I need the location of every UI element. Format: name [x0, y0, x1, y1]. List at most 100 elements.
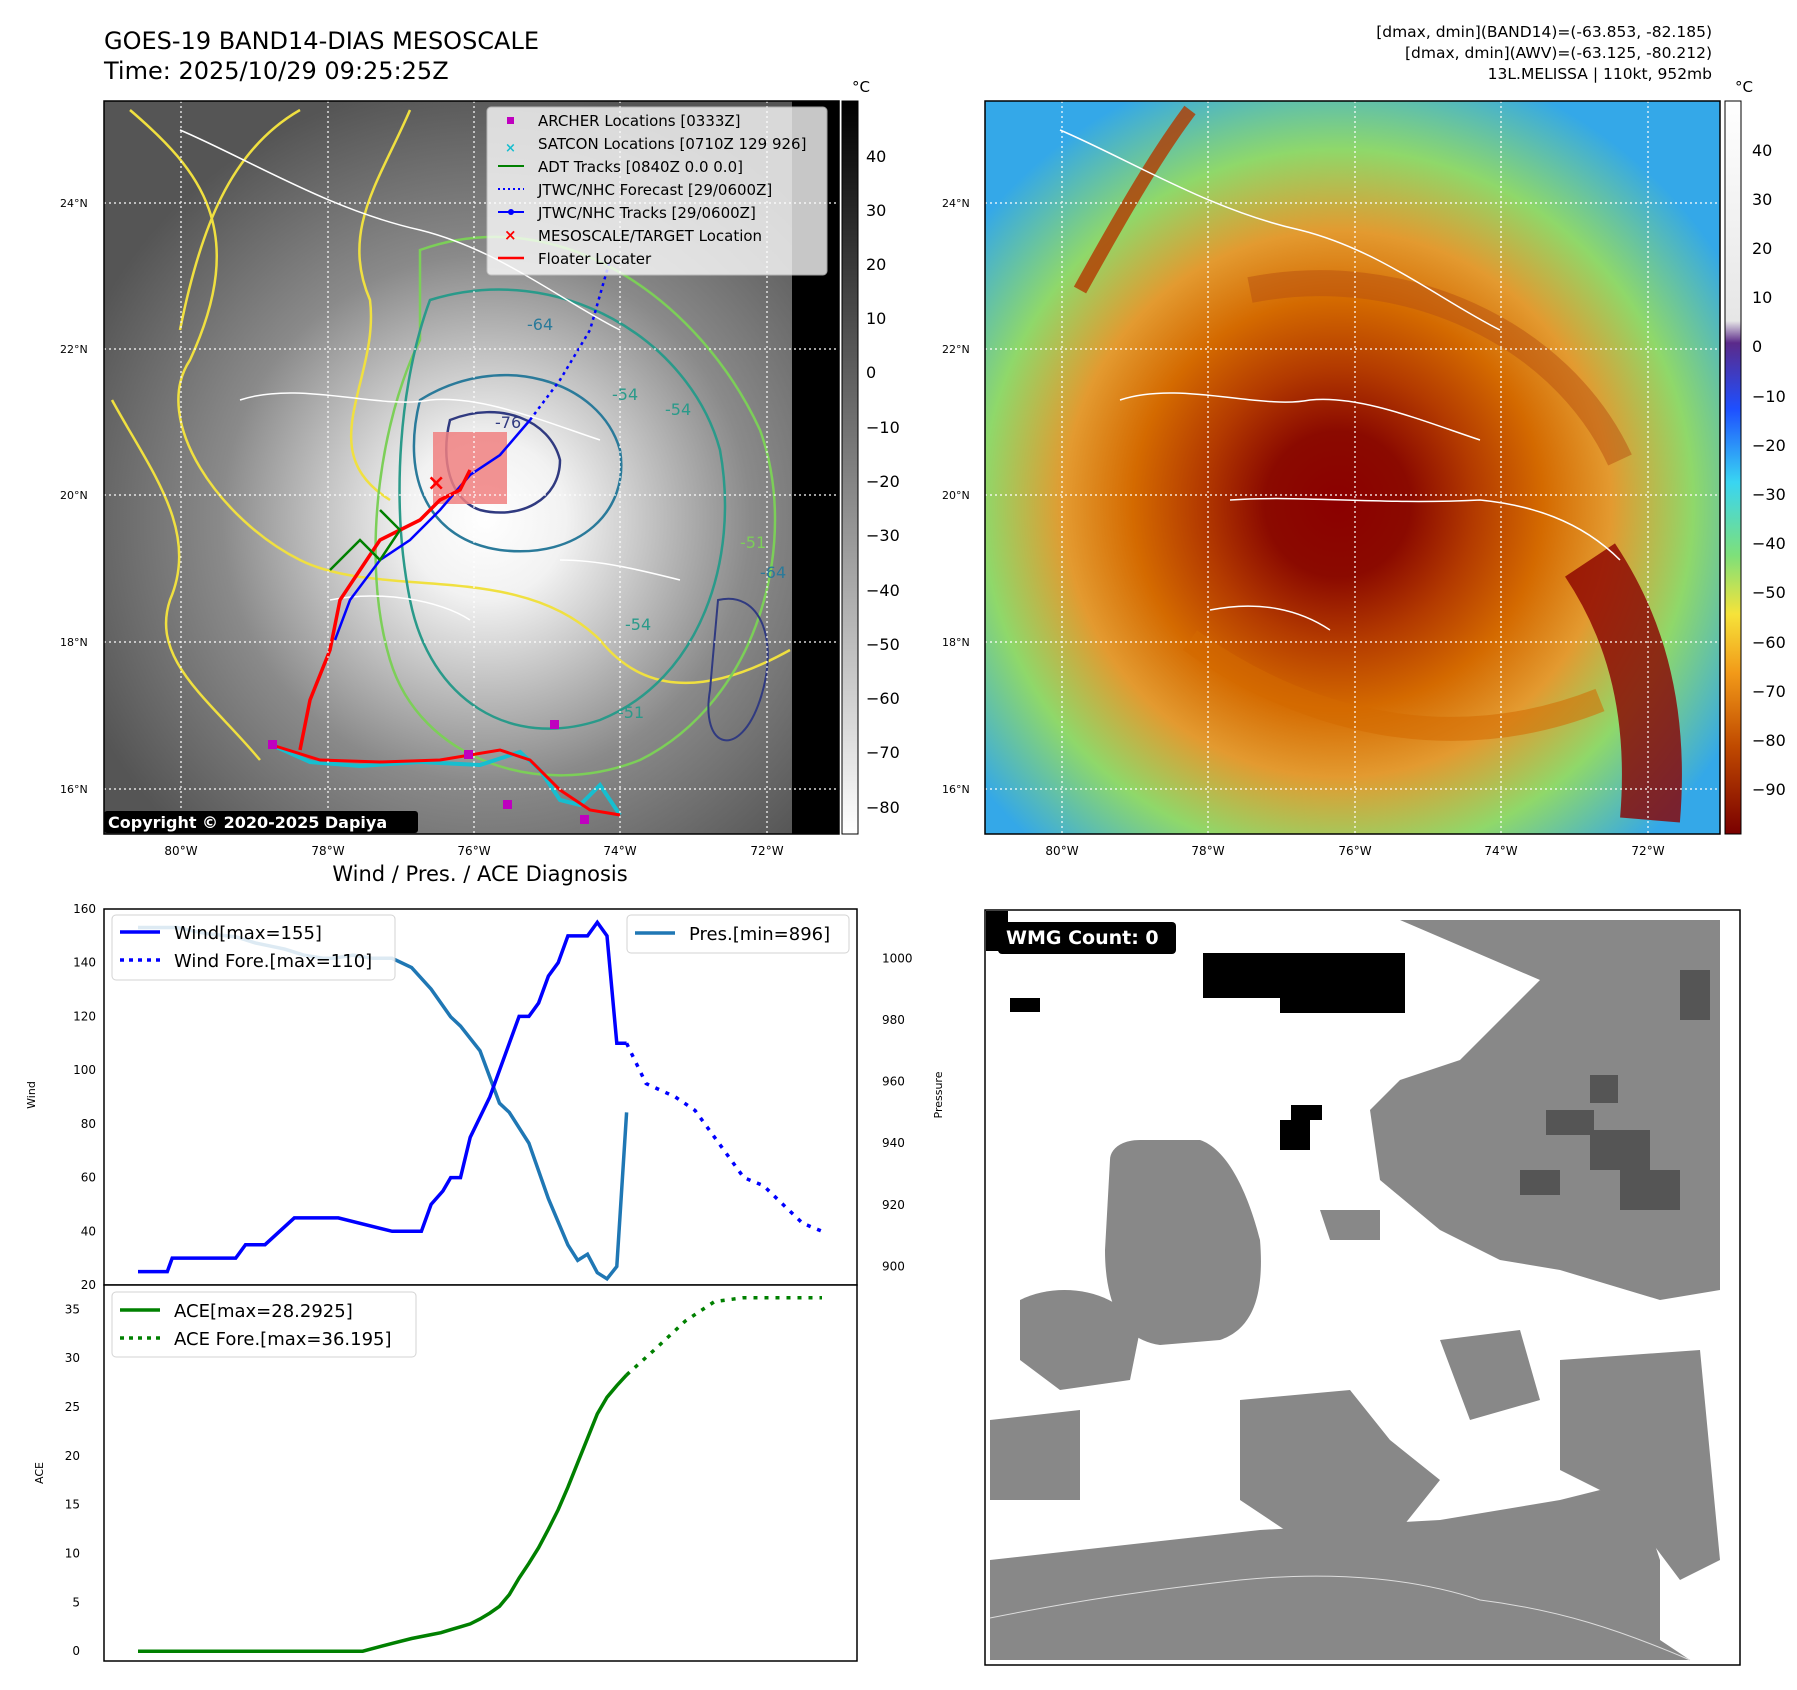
colorbar-unit: °C: [852, 78, 870, 96]
colorbar-tick: 30: [1752, 190, 1772, 209]
lat-label: 16°N: [942, 783, 970, 796]
lon-label: 72°W: [1631, 844, 1664, 858]
lat-label: 24°N: [60, 197, 88, 210]
contour-label: -54: [612, 385, 638, 404]
ace-legend: ACE[max=28.2925] ACE Fore.[max=36.195]: [111, 1291, 417, 1358]
ace-line: [138, 1373, 628, 1653]
wind-y-tick: 20: [81, 1278, 96, 1292]
lat-label: 24°N: [942, 197, 970, 210]
lon-label: 76°W: [457, 844, 490, 858]
wind-y-ticks: 160 140 120 100 80 60 40 20: [73, 902, 96, 1292]
colorbar-tick: −30: [1752, 485, 1786, 504]
storm-info: [dmax, dmin](BAND14)=(-63.853, -82.185) …: [1376, 22, 1712, 85]
lat-label: 20°N: [60, 489, 88, 502]
colorbar-tick: −70: [1752, 682, 1786, 701]
ace-y-ticks: 35 30 25 20 15 10 5 0: [65, 1302, 80, 1658]
wind-y-tick: 80: [81, 1117, 96, 1131]
colorbar-tick: 0: [1752, 337, 1762, 356]
left-map-lat-labels: 24°N 22°N 20°N 18°N 16°N: [60, 197, 88, 796]
ace-y-tick: 35: [65, 1302, 80, 1316]
lon-label: 74°W: [1484, 844, 1517, 858]
colorbar-tick: −20: [1752, 436, 1786, 455]
colorbar-tick: −70: [866, 743, 900, 762]
contour-label: -64: [760, 563, 786, 582]
lon-label: 78°W: [1191, 844, 1224, 858]
lat-label: 16°N: [60, 783, 88, 796]
colorbar-tick: 20: [1752, 239, 1772, 258]
diagnosis-chart-title: Wind / Pres. / ACE Diagnosis: [332, 862, 628, 886]
figure-title: GOES-19 BAND14-DIAS MESOSCALE Time: 2025…: [104, 26, 539, 86]
contour-label: -51: [740, 533, 766, 552]
colorbar-tick: 20: [866, 255, 886, 274]
left-map-legend: × × ARCHER Locations [0333Z] SATCON Loca…: [486, 106, 828, 276]
pressure-y-tick: 980: [882, 1013, 905, 1027]
ace-y-tick: 10: [65, 1547, 80, 1561]
colorbar-tick: −40: [1752, 534, 1786, 553]
wmg-count-label: WMG Count: 0: [1006, 927, 1159, 949]
right-map-lat-labels: 24°N 22°N 20°N 18°N 16°N: [942, 197, 970, 796]
lon-label: 76°W: [1338, 844, 1371, 858]
svg-text:×: ×: [427, 471, 445, 496]
colorbar-tick: −50: [1752, 583, 1786, 602]
lat-label: 20°N: [942, 489, 970, 502]
wind-forecast-line: [625, 1042, 823, 1233]
left-map-lon-labels: 80°W 78°W 76°W 74°W 72°W: [164, 844, 783, 858]
lon-label: 74°W: [603, 844, 636, 858]
pressure-y-tick: 900: [882, 1260, 905, 1274]
legend-item-floater: Floater Locater: [538, 250, 652, 268]
legend-wind: Wind[max=155]: [174, 923, 322, 944]
svg-text:×: ×: [504, 226, 517, 244]
pressure-y-ticks: 1000 980 960 940 920 900: [882, 951, 913, 1273]
legend-wind-forecast: Wind Fore.[max=110]: [174, 951, 372, 972]
colorbar-tick: −80: [1752, 731, 1786, 750]
legend-pressure: Pres.[min=896]: [689, 924, 830, 945]
wind-legend: Wind[max=155] Wind Fore.[max=110]: [111, 914, 396, 981]
ace-y-tick: 5: [72, 1595, 80, 1609]
lon-label: 80°W: [1045, 844, 1078, 858]
wind-y-tick: 60: [81, 1171, 96, 1185]
colorbar-tick: −60: [866, 689, 900, 708]
colorbar-tick: −80: [866, 798, 900, 817]
title-line-2: Time: 2025/10/29 09:25:25Z: [104, 57, 449, 85]
diagnosis-chart: 160 140 120 100 80 60 40 20 1000 980 960…: [25, 902, 945, 1662]
contour-label: -54: [665, 400, 691, 419]
lon-label: 72°W: [750, 844, 783, 858]
legend-ace-forecast: ACE Fore.[max=36.195]: [174, 1329, 392, 1350]
colorbar-unit: °C: [1735, 78, 1753, 96]
wind-y-tick: 100: [73, 1063, 96, 1077]
ace-y-tick: 15: [65, 1498, 80, 1512]
lon-label: 78°W: [311, 844, 344, 858]
info-line-1: [dmax, dmin](BAND14)=(-63.853, -82.185): [1376, 23, 1712, 41]
copyright-text: Copyright © 2020-2025 Dapiya: [108, 813, 387, 832]
contour-label: -76: [495, 413, 521, 432]
legend-item-archer: ARCHER Locations [0333Z]: [538, 112, 741, 130]
colorbar-tick: −10: [866, 418, 900, 437]
pressure-y-tick: 940: [882, 1136, 905, 1150]
lat-label: 18°N: [60, 636, 88, 649]
ace-forecast-line: [625, 1295, 822, 1377]
ace-y-tick: 20: [65, 1449, 80, 1463]
svg-text:×: ×: [505, 141, 516, 156]
lon-label: 80°W: [164, 844, 197, 858]
pressure-legend: Pres.[min=896]: [626, 914, 850, 954]
wind-axis-label: Wind: [25, 1081, 38, 1109]
colorbar-tick: −50: [866, 635, 900, 654]
ace-y-tick: 25: [65, 1400, 80, 1414]
colorbar-tick: 40: [1752, 141, 1772, 160]
wind-y-tick: 120: [73, 1009, 96, 1023]
left-colorbar: °C 40 30 20 10 0 −10 −20 −30 −40 −50 −60…: [841, 78, 900, 835]
legend-item-satcon: SATCON Locations [0710Z 129 926]: [538, 135, 806, 153]
lat-label: 22°N: [60, 343, 88, 356]
title-line-1: GOES-19 BAND14-DIAS MESOSCALE: [104, 27, 540, 55]
right-heat-map: [984, 100, 1721, 835]
colorbar-tick: −90: [1752, 780, 1786, 799]
lat-label: 22°N: [942, 343, 970, 356]
pressure-y-tick: 1000: [882, 951, 913, 965]
colorbar-tick: 10: [866, 309, 886, 328]
right-map-lon-labels: 80°W 78°W 76°W 74°W 72°W: [1045, 844, 1664, 858]
legend-item-adt: ADT Tracks [0840Z 0.0 0.0]: [538, 158, 743, 176]
colorbar-tick: −10: [1752, 387, 1786, 406]
info-line-3: 13L.MELISSA | 110kt, 952mb: [1487, 65, 1712, 83]
legend-ace: ACE[max=28.2925]: [174, 1301, 353, 1322]
